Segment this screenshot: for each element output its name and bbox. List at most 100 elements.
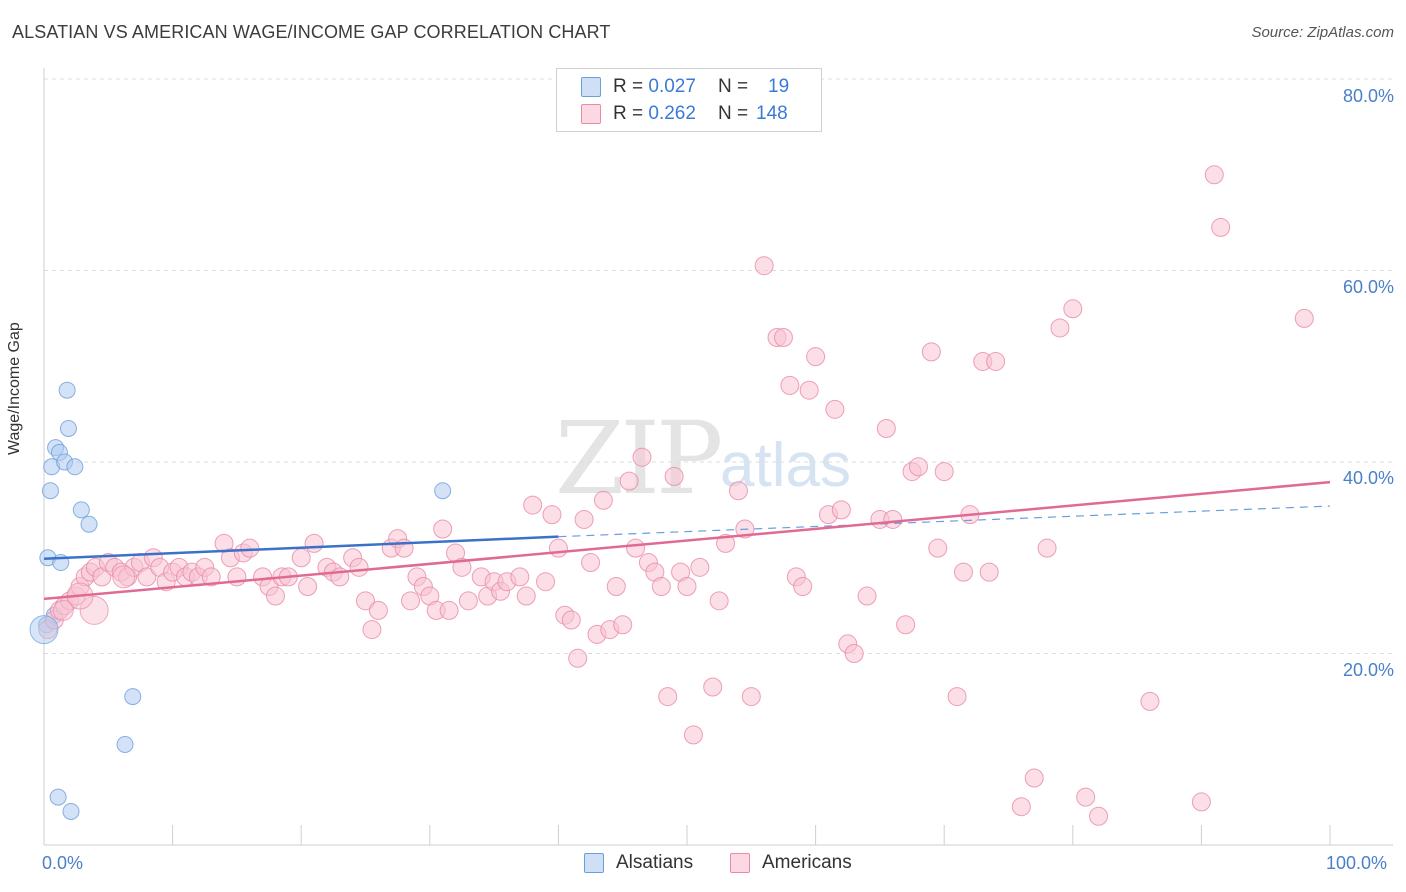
- y-tick-label: 40.0%: [1342, 468, 1394, 488]
- american-point: [857, 586, 877, 606]
- american-point: [1140, 691, 1160, 711]
- alsatian-point: [29, 615, 59, 645]
- alsatians-trend-line: [43, 535, 559, 560]
- american-point: [401, 591, 421, 611]
- american-point: [831, 500, 851, 520]
- americans-points: [38, 165, 1314, 826]
- american-point: [52, 599, 74, 621]
- american-point: [883, 509, 903, 529]
- american-point: [1024, 768, 1044, 788]
- american-point: [799, 380, 819, 400]
- y-tick-label: 20.0%: [1342, 660, 1394, 680]
- american-point: [651, 576, 671, 596]
- american-point: [593, 490, 613, 510]
- american-point: [806, 347, 826, 367]
- american-point: [298, 576, 318, 596]
- alsatian-point: [124, 688, 142, 706]
- american-point: [825, 399, 845, 419]
- legend-n-value: 19: [768, 76, 790, 97]
- legend-n-label: N =: [717, 76, 749, 97]
- american-point: [876, 418, 896, 438]
- american-point: [658, 687, 678, 707]
- american-point: [908, 457, 928, 477]
- american-point: [979, 562, 999, 582]
- american-point: [1294, 308, 1314, 328]
- american-point: [240, 538, 260, 558]
- alsatian-point: [59, 419, 77, 437]
- american-point: [542, 505, 562, 525]
- y-axis-label: Wage/Income Gap: [6, 322, 23, 455]
- correlation-legend: R = 0.027 N = 19 R = 0.262 N = 148: [556, 68, 822, 132]
- american-point: [921, 342, 941, 362]
- american-point: [896, 615, 916, 635]
- american-point: [934, 462, 954, 482]
- american-point: [439, 600, 459, 620]
- american-point: [433, 519, 453, 539]
- american-point: [291, 548, 311, 568]
- american-point: [201, 567, 221, 587]
- american-point: [728, 481, 748, 501]
- american-point: [1076, 787, 1096, 807]
- american-point: [368, 600, 388, 620]
- american-point: [606, 576, 626, 596]
- american-point: [703, 677, 723, 697]
- legend-n-value: 148: [756, 103, 788, 124]
- american-point: [664, 466, 684, 486]
- american-point: [619, 471, 639, 491]
- american-point: [1050, 318, 1070, 338]
- legend-row-americans: R = 0.262 N = 148: [581, 102, 788, 126]
- american-point: [510, 567, 530, 587]
- legend-r-value: 0.027: [648, 76, 696, 97]
- american-point: [986, 351, 1006, 371]
- legend-swatch-alsatians: [581, 77, 601, 97]
- american-point: [754, 256, 774, 276]
- y-tick-label: 60.0%: [1342, 277, 1394, 297]
- legend-swatch-americans: [581, 104, 601, 124]
- american-point: [548, 538, 568, 558]
- american-point: [137, 567, 157, 587]
- alsatian-point: [72, 501, 90, 519]
- american-point: [690, 557, 710, 577]
- chart-title: ALSATIAN VS AMERICAN WAGE/INCOME GAP COR…: [12, 22, 611, 42]
- american-point: [947, 687, 967, 707]
- american-point: [561, 610, 581, 630]
- american-point: [362, 620, 382, 640]
- legend-r-value: 0.262: [648, 103, 696, 124]
- alsatian-point: [62, 802, 80, 820]
- american-point: [953, 562, 973, 582]
- alsatian-point: [116, 735, 134, 753]
- bottom-legend-alsatians: Alsatians: [584, 852, 693, 874]
- american-point: [632, 447, 652, 467]
- alsatians-trend-extension: [558, 505, 1331, 538]
- american-point: [741, 687, 761, 707]
- american-point: [1089, 806, 1109, 826]
- bottom-legend-americans: Americans: [730, 852, 852, 874]
- american-point: [356, 591, 375, 611]
- source-label: Source: ZipAtlas.com: [1251, 24, 1394, 41]
- y-tick-label: 80.0%: [1342, 86, 1394, 106]
- americans-trend-line: [43, 480, 1331, 601]
- legend-n-label: N =: [717, 103, 749, 124]
- american-point: [793, 576, 813, 596]
- american-point: [349, 557, 369, 577]
- american-point: [523, 495, 543, 515]
- american-point: [516, 586, 536, 606]
- alsatian-point: [49, 788, 67, 806]
- american-point: [773, 328, 793, 348]
- legend-row-alsatians: R = 0.027 N = 19: [581, 75, 789, 99]
- bottom-legend-label: Alsatians: [616, 852, 694, 873]
- bottom-legend-label: Americans: [762, 852, 852, 873]
- american-point: [458, 591, 478, 611]
- american-point: [536, 572, 556, 592]
- american-point: [626, 538, 646, 558]
- legend-r-label: R =: [613, 76, 644, 97]
- american-point: [1191, 792, 1211, 812]
- american-point: [716, 533, 736, 553]
- x-tick-label: 0.0%: [42, 853, 84, 873]
- american-point: [265, 586, 285, 606]
- american-point: [1211, 217, 1231, 237]
- legend-r-label: R =: [613, 103, 644, 124]
- alsatian-point: [66, 458, 84, 476]
- x-tick-label: 100.0%: [1326, 853, 1388, 873]
